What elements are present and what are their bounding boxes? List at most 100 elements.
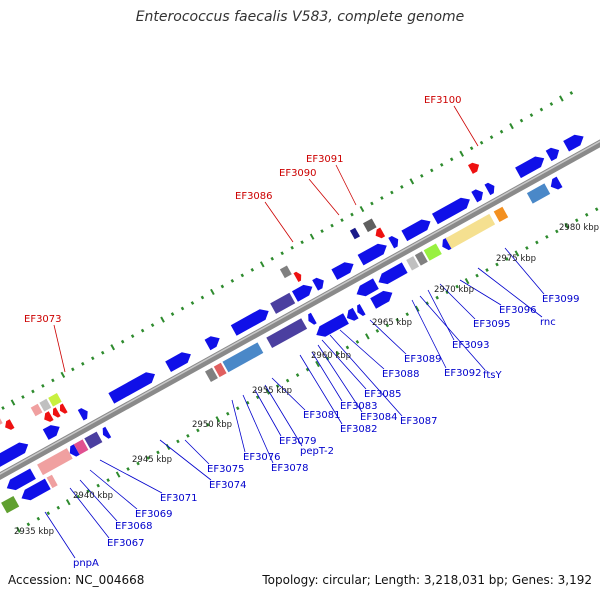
- tick-inner: [226, 411, 230, 416]
- tick-inner: [425, 301, 429, 306]
- tick-outer: [210, 288, 215, 296]
- tick-outer: [469, 146, 474, 151]
- gene-label: pnpA: [73, 558, 99, 569]
- tick-inner: [106, 478, 110, 482]
- tick-outer: [489, 135, 494, 140]
- tick-inner: [146, 456, 150, 460]
- reverse-gene: [213, 362, 227, 378]
- scale-label: 2945 kbp: [132, 455, 172, 465]
- tick-outer: [549, 102, 554, 106]
- tick-inner: [514, 250, 520, 257]
- forward-gene: [270, 292, 296, 314]
- tick-inner: [56, 505, 61, 510]
- tick-inner: [206, 422, 210, 427]
- tick-inner: [46, 511, 51, 516]
- leader-line: [89, 469, 138, 510]
- leader-line-red: [308, 178, 340, 216]
- reverse-gene: [445, 213, 496, 249]
- reverse-gene: [21, 478, 51, 501]
- tick-inner: [86, 489, 90, 494]
- leader-line: [419, 295, 486, 371]
- gene-label: EF3083: [340, 401, 378, 412]
- tick-outer: [509, 123, 514, 130]
- tick-inner: [26, 522, 31, 527]
- tick-outer: [200, 295, 205, 300]
- tick-inner: [285, 378, 290, 383]
- tick-inner: [255, 395, 260, 400]
- tick-inner: [126, 467, 130, 471]
- leader-line: [69, 487, 110, 539]
- leader-line: [459, 279, 502, 306]
- reverse-gene: [1, 496, 20, 514]
- tick-inner: [196, 428, 200, 433]
- tick-outer: [160, 316, 165, 323]
- gene-label: EF3081: [303, 410, 341, 421]
- leader-line: [159, 439, 212, 481]
- tick-outer: [499, 129, 504, 134]
- reverse-gene: [308, 312, 317, 325]
- leader-line: [254, 389, 282, 437]
- tick-inner: [365, 333, 370, 340]
- reverse-gene: [550, 176, 563, 190]
- gene-label: pepT-2: [300, 446, 334, 457]
- tick-outer: [300, 240, 304, 245]
- reverse-gene: [406, 256, 419, 271]
- tick-outer: [170, 312, 175, 316]
- tick-outer: [400, 185, 404, 189]
- tick-inner: [505, 257, 509, 261]
- tick-inner: [315, 360, 320, 368]
- tick-outer: [409, 178, 415, 185]
- leader-line: [477, 267, 543, 318]
- scale-label: 2955 kbp: [252, 386, 292, 396]
- forward-gene: [312, 277, 324, 291]
- reverse-gene: [442, 237, 453, 251]
- reverse-gene: [414, 251, 428, 266]
- gene-label: EF3096: [499, 305, 537, 316]
- tick-outer: [519, 118, 524, 123]
- leader-line: [79, 479, 118, 522]
- tick-outer: [90, 356, 95, 361]
- forward-gene: [388, 236, 399, 249]
- tick-inner: [215, 416, 221, 423]
- tick-inner: [395, 317, 400, 322]
- reverse-gene: [346, 307, 359, 321]
- tick-inner: [136, 461, 140, 466]
- tick-inner: [335, 351, 340, 355]
- tick-inner: [115, 471, 121, 478]
- tick-outer: [110, 344, 116, 351]
- gene-label: EF3079: [279, 436, 317, 447]
- tick-inner: [414, 305, 420, 312]
- tick-inner: [176, 439, 180, 444]
- tick-inner: [156, 450, 160, 455]
- scale-label: 2950 kbp: [192, 420, 232, 430]
- tick-inner: [186, 433, 190, 438]
- gene-label: EF3076: [243, 452, 281, 463]
- leader-line: [44, 511, 76, 559]
- scale-label: 2960 kbp: [311, 351, 351, 361]
- tick-outer: [41, 384, 45, 388]
- tick-outer: [1, 406, 5, 410]
- scale-label: 2975 kbp: [496, 254, 536, 264]
- gene-label-upper: EF3090: [279, 168, 317, 179]
- tick-outer: [290, 245, 294, 250]
- leader-line: [317, 344, 363, 413]
- leader-line: [99, 459, 163, 494]
- tick-outer: [479, 140, 484, 145]
- tick-outer: [439, 162, 444, 167]
- genome-title: Enterococcus faecalis V583, complete gen…: [135, 9, 465, 25]
- reverse-gene: [526, 183, 551, 204]
- leader-line: [369, 319, 407, 355]
- tick-outer: [71, 367, 75, 372]
- tick-inner: [355, 340, 360, 344]
- leader-lines: [44, 105, 545, 559]
- tick-inner: [495, 262, 499, 267]
- feature-track: [0, 134, 584, 514]
- leader-line: [311, 351, 343, 402]
- forward-gene: [165, 352, 191, 372]
- gene-label: EF3069: [135, 509, 173, 520]
- reverse-gene: [102, 426, 112, 439]
- leader-line: [329, 334, 403, 417]
- reverse-gene: [356, 278, 379, 297]
- tick-outer: [220, 284, 225, 289]
- tick-outer: [529, 113, 534, 117]
